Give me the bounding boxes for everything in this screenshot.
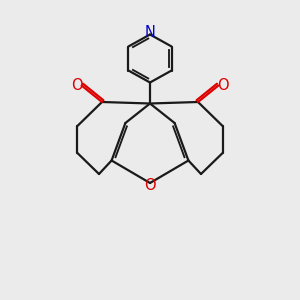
Text: O: O [144,178,156,193]
Text: N: N [145,25,155,40]
Text: O: O [217,78,229,93]
Text: O: O [71,78,83,93]
